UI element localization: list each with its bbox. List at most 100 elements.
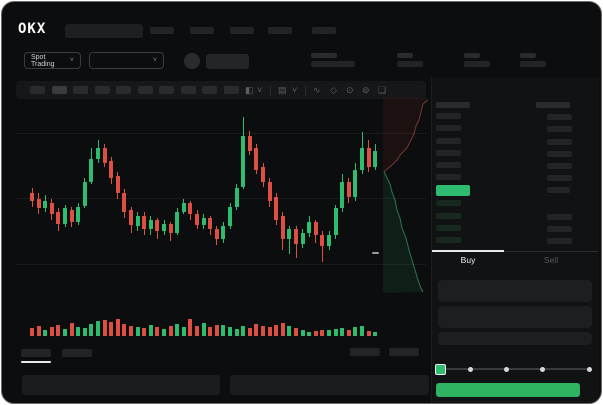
bid-price-bar [436, 200, 461, 206]
line-tool-icon[interactable]: ∿ [313, 85, 321, 95]
volume-bar [280, 323, 285, 336]
candle-body [148, 219, 153, 230]
search-input[interactable] [65, 24, 143, 38]
market-type-selector[interactable]: Spot Trading ˅ [24, 52, 81, 69]
slider-stop-dot[interactable] [504, 367, 509, 372]
timeframe-button[interactable] [94, 86, 110, 94]
candle-body [366, 147, 371, 167]
candle-body [89, 159, 94, 182]
volume-bar [294, 328, 298, 336]
amount-slider-handle[interactable] [435, 364, 446, 375]
slider-stop-dot[interactable] [586, 367, 592, 372]
amount-input[interactable] [438, 306, 592, 328]
fullscreen-icon[interactable]: ❏ [378, 85, 387, 95]
timeframe-button[interactable] [73, 86, 88, 94]
bid-amount-bar [547, 214, 572, 220]
bottom-tab-underline [21, 361, 51, 363]
tab-buy[interactable]: Buy [460, 255, 476, 265]
timeframe-button[interactable] [30, 86, 45, 94]
candle-body [300, 233, 305, 245]
chevron-down-icon: ˅ [69, 57, 74, 64]
candle-body [208, 217, 213, 230]
stat-label-bar [520, 53, 536, 58]
account-action-button[interactable] [206, 54, 249, 69]
camera-icon[interactable]: ⊙ [346, 85, 354, 95]
candle-body [102, 147, 107, 163]
timeframe-button[interactable] [137, 86, 153, 94]
volume-bar [366, 331, 371, 336]
volume-bar [261, 326, 265, 336]
timeframe-button[interactable] [223, 86, 239, 94]
gridline [16, 198, 426, 199]
timeframe-button[interactable] [180, 86, 196, 94]
history-panel-placeholder[interactable] [230, 375, 429, 395]
pair-selector[interactable]: ˅ [89, 52, 164, 69]
volume-bar [346, 330, 351, 336]
indicators-icon[interactable]: ▤ [278, 85, 287, 95]
nav-item[interactable] [268, 27, 292, 34]
volume-bar [313, 331, 318, 336]
timeframe-button[interactable] [51, 86, 67, 94]
divider: │ [303, 85, 309, 95]
timeframe-button[interactable] [202, 86, 217, 94]
timeframe-button[interactable] [116, 86, 131, 94]
price-input[interactable] [438, 280, 592, 302]
volume-bar [208, 327, 213, 336]
ask-price-bar [436, 174, 461, 180]
last-price-badge[interactable] [436, 185, 470, 196]
candle-body [214, 229, 219, 239]
amount-slider-track[interactable] [439, 368, 589, 370]
draw-tool-icon[interactable]: ◇ [330, 85, 337, 95]
timeframe-button[interactable] [159, 86, 174, 94]
volume-bar [214, 325, 219, 336]
bid-price-bar [436, 213, 461, 219]
orders-panel-placeholder[interactable] [22, 375, 220, 395]
volume-bar [148, 325, 153, 336]
ask-amount-bar [547, 175, 572, 181]
candle-body [195, 214, 199, 226]
stat-label-bar [464, 53, 480, 58]
bottom-tab[interactable] [21, 349, 51, 357]
candle-body [82, 181, 87, 207]
okx-logo[interactable]: OKX [18, 21, 47, 37]
ask-price-bar [436, 150, 461, 156]
ask-amount-bar [547, 163, 572, 169]
volume-bar [333, 329, 338, 336]
total-input[interactable] [438, 332, 592, 345]
buy-button[interactable] [436, 383, 580, 397]
slider-stop-dot[interactable] [540, 367, 545, 372]
candle-body [320, 235, 325, 247]
slider-stop-dot[interactable] [468, 367, 473, 372]
volume-bar [36, 326, 41, 336]
volume-bar [353, 327, 358, 336]
nav-item[interactable] [190, 27, 214, 34]
volume-bar [63, 329, 67, 336]
avatar[interactable] [184, 53, 200, 69]
bottom-action-button[interactable] [389, 348, 419, 356]
gridline [16, 133, 426, 134]
nav-item[interactable] [230, 27, 254, 34]
candle-body [49, 202, 54, 215]
volume-bar [234, 329, 239, 336]
chevron-down-icon[interactable]: ˅ [292, 85, 298, 95]
alerts-icon[interactable]: ⊚ [362, 85, 370, 95]
candle-body [115, 176, 120, 194]
candle-body [234, 187, 239, 207]
bid-amount-bar [547, 238, 572, 244]
candle-body [96, 147, 100, 159]
volume-bar [287, 326, 292, 336]
bottom-action-button[interactable] [350, 348, 380, 356]
tab-sell[interactable]: Sell [543, 255, 559, 265]
nav-item[interactable] [312, 27, 336, 34]
candle-style-icon[interactable]: ◧ [245, 85, 254, 95]
bottom-tab[interactable] [62, 349, 92, 357]
nav-item[interactable] [150, 27, 174, 34]
volume-bar [56, 325, 61, 336]
chevron-down-icon[interactable]: ˅ [257, 85, 263, 95]
candle-body [346, 181, 351, 197]
volume-bar [109, 322, 114, 336]
volume-bar [360, 326, 364, 336]
volume-bar [195, 326, 199, 336]
candle-body [30, 193, 34, 201]
chart-toolbar [16, 81, 426, 99]
